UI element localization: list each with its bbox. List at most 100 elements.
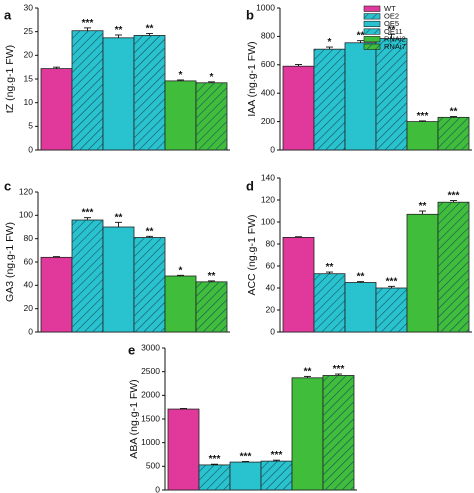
bar-hatch-a-RNAi7: [196, 82, 227, 150]
significance-label-c: **: [146, 226, 154, 237]
legend-swatch-RNAi2: [363, 36, 381, 43]
significance-label-c: **: [115, 212, 123, 223]
y-tick-label-d: 140: [261, 172, 275, 182]
bar-b-WT: [282, 65, 315, 151]
bar-hatch-e-RNAi7: [323, 375, 354, 490]
significance-label-b: **: [357, 31, 365, 42]
significance-label-c: ***: [82, 208, 94, 219]
y-axis-label-b: IAA (ng.g-1 FW): [246, 41, 258, 116]
significance-label-a: *: [179, 70, 183, 81]
significance-label-c: **: [208, 271, 216, 282]
legend-swatch-OE5: [363, 20, 381, 28]
y-tick-label-b: 200: [261, 116, 275, 126]
y-tick-label-c: 40: [24, 280, 34, 290]
panel-letter-e: e: [128, 343, 135, 358]
y-tick-label-c: 20: [24, 303, 34, 313]
bar-hatch-d-OE2: [314, 273, 345, 332]
significance-label-c: *: [179, 265, 183, 276]
y-tick-label-a: 25: [24, 26, 34, 36]
bar-hatch-c-OE2: [72, 220, 103, 332]
bar-b-OE5: [344, 42, 377, 151]
y-tick-label-d: 100: [261, 216, 275, 226]
bar-e-RNAi2: [291, 377, 324, 491]
y-tick-label-c: 120: [19, 186, 33, 196]
significance-label-a: *: [210, 72, 214, 83]
bar-a-RNAi2: [164, 80, 197, 151]
panel-e: e ABA (ng.g-1 FW) 0 500 1000 1500 2000 2500 3000…: [128, 342, 357, 493]
y-tick-label-a: 10: [24, 97, 34, 107]
y-tick-label-e: 0: [155, 484, 160, 493]
bar-hatch-e-OE11: [261, 461, 292, 490]
significance-label-d: **: [419, 201, 427, 212]
bar-c-OE5: [102, 226, 135, 333]
bar-e-OE5: [229, 461, 262, 491]
legend-swatch-hatch-OE11: [364, 28, 380, 35]
y-tick-label-e: 2000: [141, 390, 160, 400]
bar-hatch-e-OE2: [199, 464, 230, 490]
significance-label-b: ***: [417, 111, 429, 122]
panel-letter-a: a: [4, 8, 12, 23]
y-tick-label-d: 80: [266, 238, 276, 248]
y-tick-label-b: 0: [270, 144, 275, 154]
bar-b-RNAi2: [406, 121, 439, 151]
y-tick-label-e: 1000: [141, 437, 160, 447]
legend-label-RNAi7: RNAi7: [384, 42, 406, 51]
y-axis-label-e: ABA (ng.g-1 FW): [128, 379, 140, 458]
y-tick-label-d: 20: [266, 304, 276, 314]
significance-label-d: ***: [448, 191, 460, 202]
y-tick-label-a: 20: [24, 50, 34, 60]
significance-label-e: **: [304, 366, 312, 377]
legend-label-WT: WT: [384, 4, 396, 13]
panel-letter-b: b: [246, 8, 254, 23]
y-tick-label-c: 0: [28, 326, 33, 336]
y-tick-label-e: 3000: [141, 342, 160, 352]
bar-hatch-c-OE11: [134, 237, 165, 332]
y-tick-label-b: 1000: [256, 2, 275, 12]
bar-hatch-c-RNAi7: [196, 281, 227, 332]
bar-a-OE5: [102, 37, 135, 151]
bar-hatch-b-OE2: [314, 49, 345, 150]
significance-label-a: ***: [82, 18, 94, 29]
panel-letter-d: d: [246, 179, 254, 194]
y-tick-label-d: 0: [270, 326, 275, 336]
y-tick-label-a: 0: [28, 144, 33, 154]
bar-hatch-b-OE11: [376, 38, 407, 150]
y-tick-label-a: 5: [28, 121, 33, 131]
bar-a-WT: [40, 68, 73, 151]
y-tick-label-d: 120: [261, 194, 275, 204]
significance-label-d: ***: [386, 276, 398, 287]
panel-letter-c: c: [4, 179, 11, 194]
y-tick-label-e: 1500: [141, 413, 160, 423]
bar-hatch-b-RNAi7: [438, 117, 469, 150]
legend-label-OE5: OE5: [384, 19, 399, 28]
y-tick-label-c: 60: [24, 256, 34, 266]
y-tick-label-e: 500: [146, 461, 160, 471]
bar-hatch-a-OE2: [72, 30, 103, 150]
significance-label-b: **: [388, 24, 396, 35]
bar-c-WT: [40, 256, 73, 333]
y-tick-label-b: 600: [261, 59, 275, 69]
bar-d-RNAi2: [406, 213, 439, 333]
bar-c-RNAi2: [164, 275, 197, 333]
significance-label-e: ***: [333, 364, 345, 375]
legend-label-OE11: OE11: [384, 27, 403, 36]
bar-hatch-d-OE11: [376, 288, 407, 332]
y-tick-label-c: 100: [19, 210, 33, 220]
legend-swatch-hatch-RNAi7: [364, 44, 380, 50]
bar-hatch-d-RNAi7: [438, 202, 469, 332]
y-tick-label-a: 15: [24, 73, 34, 83]
significance-label-a: **: [146, 24, 154, 35]
y-axis-label-a: tZ (ng.g-1 FW): [4, 45, 16, 113]
y-tick-label-a: 30: [24, 2, 34, 12]
legend-label-RNAi2: RNAi2: [384, 34, 406, 43]
legend-label-OE2: OE2: [384, 12, 399, 21]
legend-swatch-WT: [363, 5, 381, 12]
legend-swatch-hatch-OE2: [364, 13, 380, 20]
bar-hatch-a-OE11: [134, 35, 165, 150]
significance-label-b: *: [328, 37, 332, 48]
